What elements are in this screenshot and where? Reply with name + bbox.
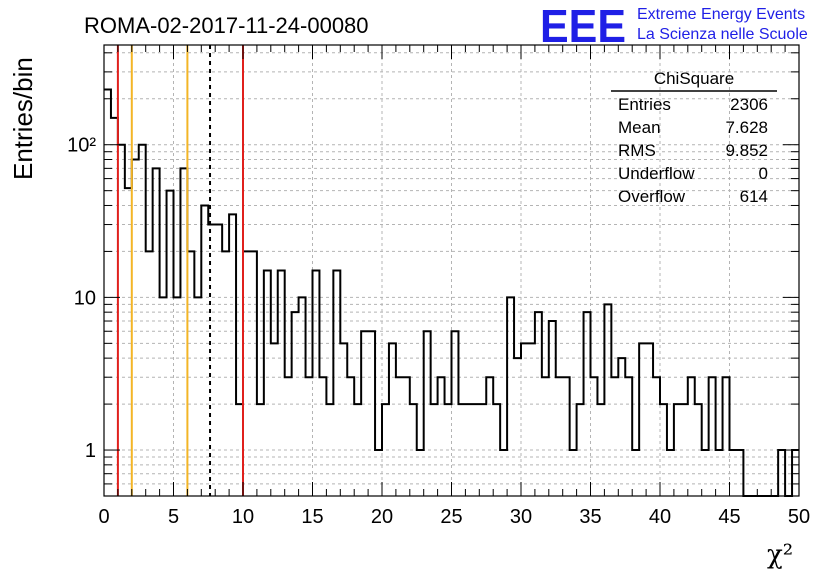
x-tick-label: 30	[510, 506, 532, 528]
x-tick-label: 0	[98, 506, 109, 528]
grid-lines	[104, 45, 799, 496]
histogram	[104, 88, 799, 497]
x-tick-label: 10	[232, 506, 254, 528]
x-tick-label: 35	[579, 506, 601, 528]
x-tick-label: 40	[649, 506, 671, 528]
x-tick-label: 20	[371, 506, 393, 528]
stats-entries-value: 2306	[730, 95, 768, 114]
logo-line-1: Extreme Energy Events	[637, 6, 805, 23]
stats-entries-label: Entries	[618, 95, 671, 114]
stats-rms-label: RMS	[618, 141, 656, 160]
stats-underflow-value: 0	[759, 164, 768, 183]
stats-rms-value: 9.852	[725, 141, 768, 160]
stats-title: ChiSquare	[654, 69, 734, 88]
reference-lines	[116, 45, 244, 496]
logo-line-2: La Scienza nelle Scuole	[637, 26, 808, 43]
stats-box: ChiSquare Entries 2306 Mean 7.628 RMS 9.…	[611, 69, 777, 206]
y-axis-label: Entries/bin	[8, 57, 38, 180]
logo-mark: EEE	[540, 0, 626, 52]
x-tick-label: 5	[168, 506, 179, 528]
stats-overflow-value: 614	[740, 187, 768, 206]
y-tick-label: 10²	[67, 135, 96, 157]
stats-underflow-label: Underflow	[618, 164, 695, 183]
axes: 0 5 10 15 20 25 30 35 40 45 50 1 10 10²	[67, 44, 810, 528]
histogram-outline	[104, 88, 799, 497]
y-tick-label: 1	[85, 440, 96, 462]
eee-logo: EEE Extreme Energy Events La Scienza nel…	[540, 0, 808, 52]
x-tick-label: 15	[301, 506, 323, 528]
x-tick-label: 45	[718, 506, 740, 528]
y-tick-label: 10	[74, 287, 96, 309]
x-axis-label: χ²	[767, 540, 793, 570]
stats-mean-value: 7.628	[725, 118, 768, 137]
stats-mean-label: Mean	[618, 118, 661, 137]
chart-title: ROMA-02-2017-11-24-00080	[84, 13, 369, 38]
x-tick-label: 50	[788, 506, 810, 528]
x-tick-label: 25	[440, 506, 462, 528]
stats-overflow-label: Overflow	[618, 187, 686, 206]
